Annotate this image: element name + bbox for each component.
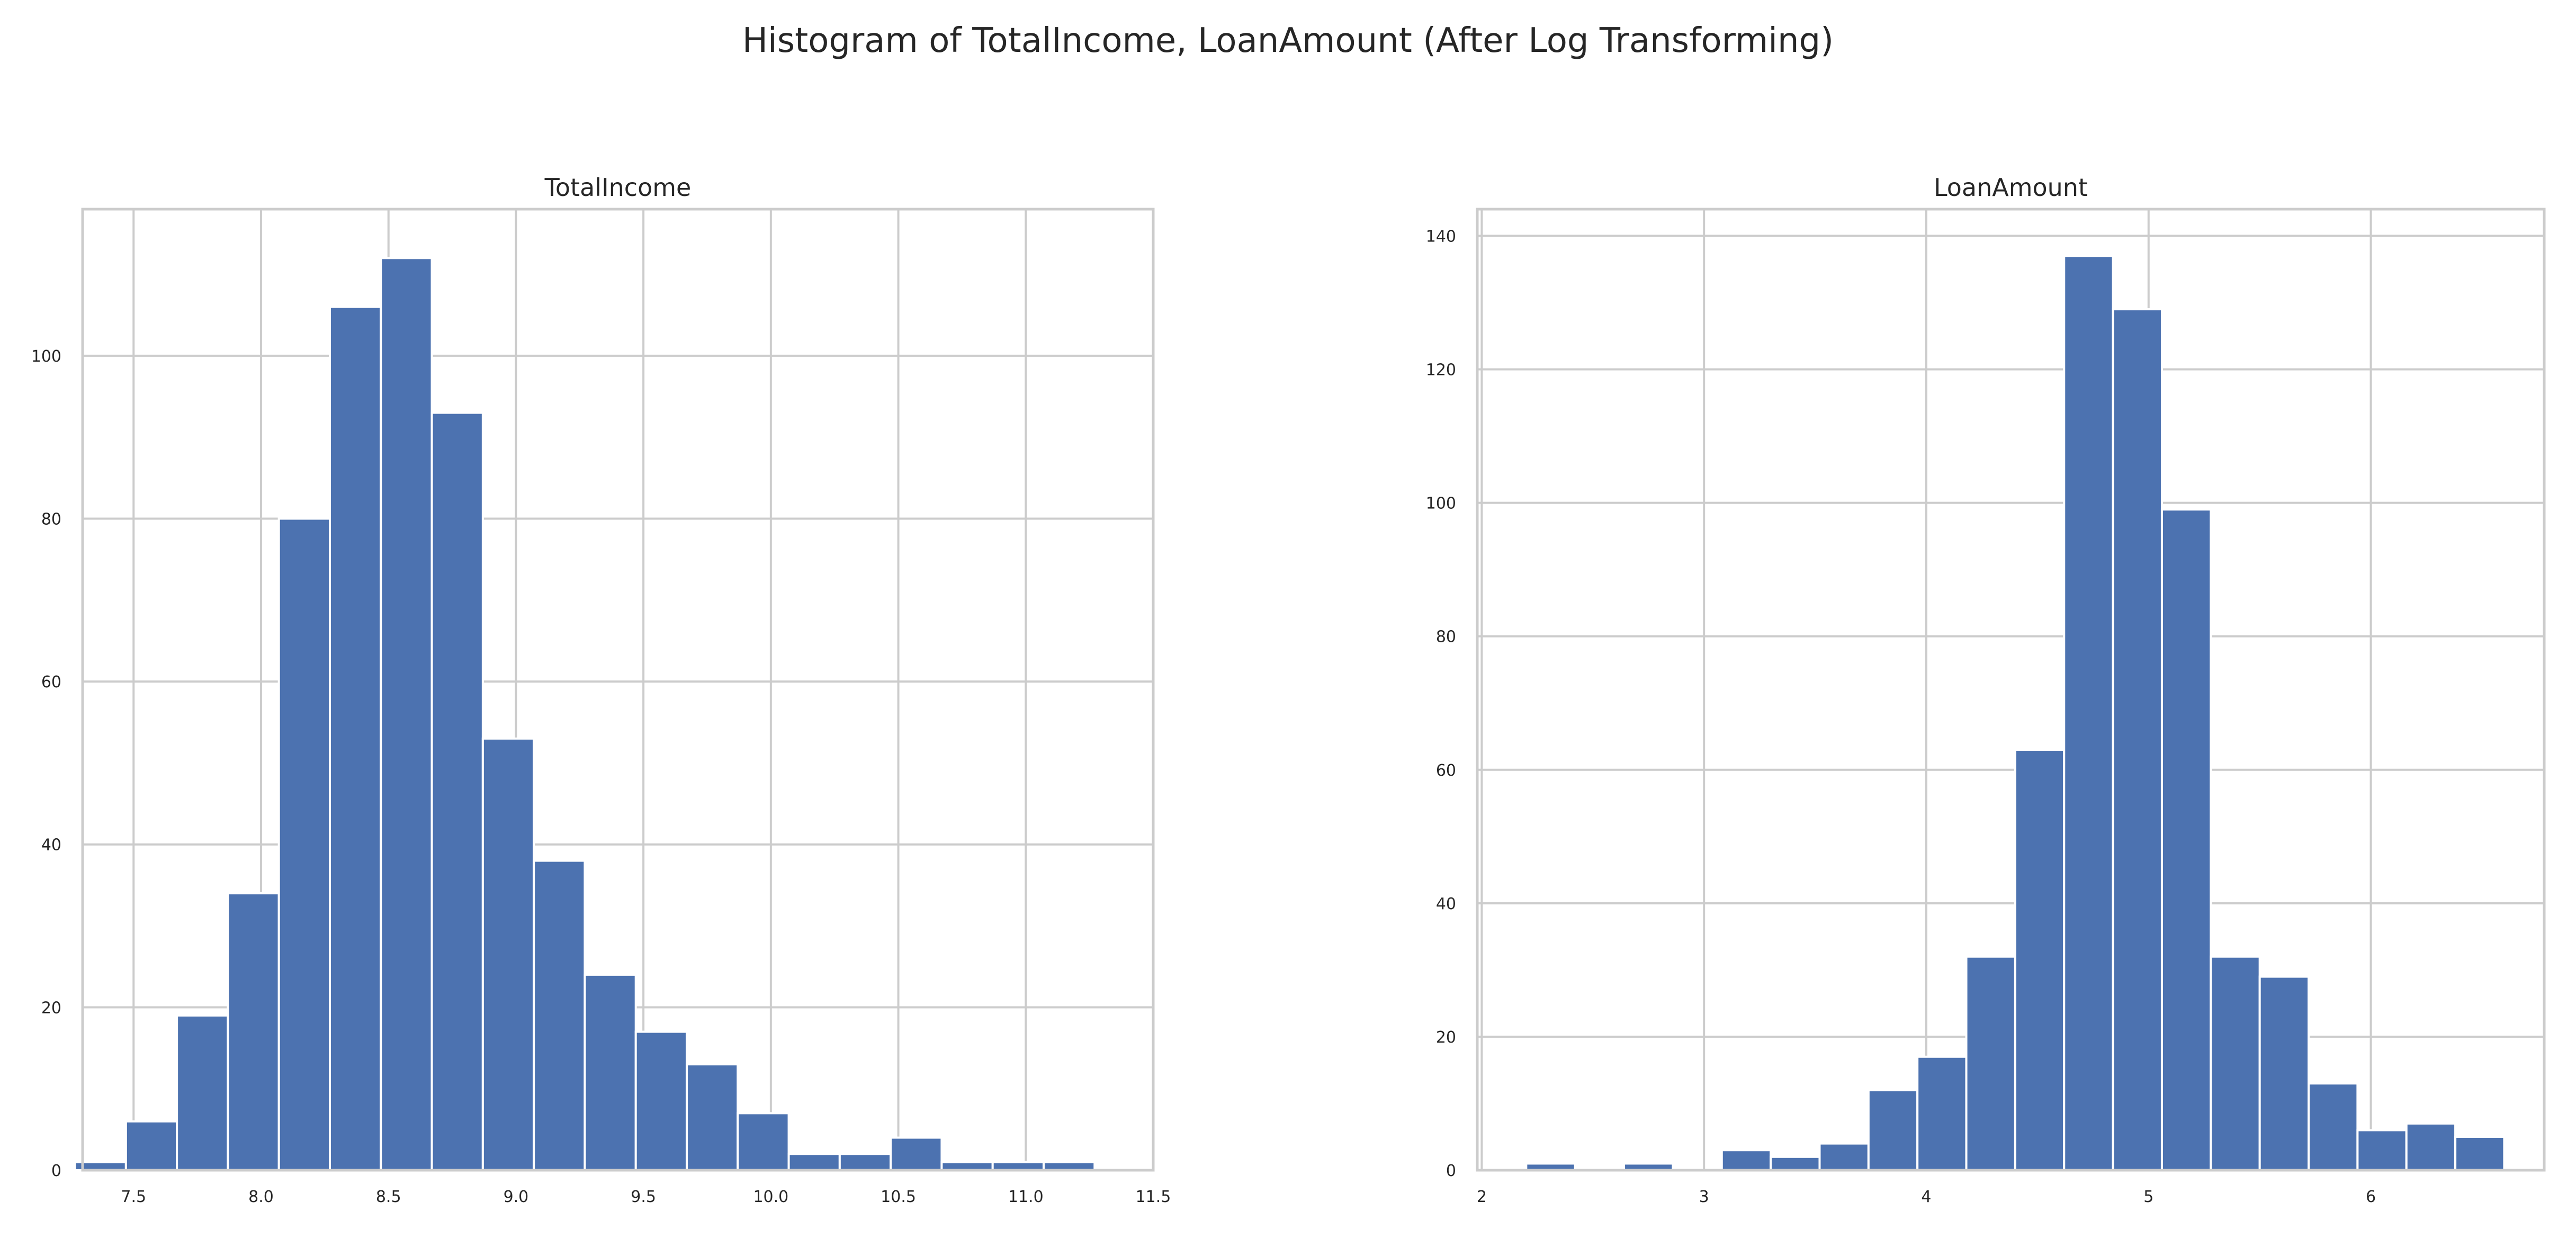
histogram-bar — [124, 1120, 178, 1172]
histogram-bar — [584, 973, 637, 1171]
histogram-bar — [2258, 975, 2310, 1171]
y-tick-label: 140 — [1426, 227, 1456, 246]
x-tick-label: 11.5 — [1136, 1188, 1171, 1206]
histogram-bar — [481, 737, 535, 1171]
histogram-bar — [838, 1153, 892, 1172]
x-tick-label: 3 — [1699, 1188, 1709, 1206]
histogram-bar — [1818, 1142, 1870, 1171]
histogram-bar — [685, 1063, 739, 1171]
histogram-bar — [1965, 955, 2016, 1171]
y-tick-label: 20 — [41, 999, 61, 1017]
x-tick-label: 11.0 — [1008, 1188, 1044, 1206]
histogram-bar — [2210, 955, 2261, 1171]
panel-title: LoanAmount — [1934, 173, 2088, 202]
histogram-bar — [2014, 748, 2066, 1171]
y-tick-label: 0 — [1446, 1162, 1456, 1180]
y-tick-label: 0 — [51, 1162, 61, 1180]
histogram-bar — [176, 1014, 229, 1172]
histogram-bar — [1916, 1055, 1968, 1171]
histogram-bar — [890, 1136, 943, 1172]
x-tick-label: 2 — [1477, 1188, 1487, 1206]
histogram-bar — [2356, 1129, 2408, 1171]
histogram-bar — [328, 306, 382, 1171]
y-tick-label: 100 — [31, 347, 61, 366]
panel-title: TotalIncome — [544, 173, 692, 202]
y-tick-label: 20 — [1436, 1028, 1456, 1047]
histogram-bar — [2454, 1135, 2506, 1172]
histogram-bar — [533, 859, 586, 1171]
histogram-bar — [634, 1030, 688, 1172]
histogram-bar — [2405, 1122, 2457, 1171]
y-tick-label: 60 — [1436, 761, 1456, 780]
histogram-bar — [2063, 255, 2114, 1172]
x-tick-label: 8.5 — [376, 1188, 401, 1206]
histogram-bar — [430, 411, 484, 1171]
histogram-bar — [380, 257, 433, 1172]
histogram-bar — [787, 1153, 841, 1172]
histogram-bar — [1720, 1149, 1772, 1171]
histogram-panel-1: 7.5 8.0 8.5 9.0 9.5 10.0 10.5 11.0 11.5 0 20 40 60 80… — [31, 173, 1171, 1206]
figure-title: Histogram of TotalIncome, LoanAmount (Af… — [742, 21, 1834, 60]
plot-frame — [1476, 208, 2546, 1172]
x-tick-label: 8.0 — [248, 1188, 274, 1206]
histogram-bar — [2112, 308, 2163, 1171]
x-tick-label: 10.5 — [881, 1188, 916, 1206]
y-tick-label: 80 — [41, 510, 61, 528]
y-tick-label: 40 — [1436, 895, 1456, 913]
histogram-bar — [277, 517, 331, 1171]
histogram-bar — [227, 892, 280, 1172]
x-tick-label: 9.0 — [504, 1188, 529, 1206]
y-tick-label: 100 — [1426, 495, 1456, 513]
x-tick-label: 5 — [2143, 1188, 2153, 1206]
histogram-bar — [2160, 508, 2212, 1171]
histogram-bar — [1770, 1155, 1821, 1172]
histogram-bar — [1867, 1089, 1919, 1171]
y-tick-label: 120 — [1426, 361, 1456, 380]
y-tick-label: 80 — [1436, 628, 1456, 647]
plot-frame — [81, 208, 1155, 1172]
histogram-bar — [737, 1112, 790, 1172]
x-tick-label: 6 — [2366, 1188, 2376, 1206]
x-tick-label: 10.0 — [753, 1188, 788, 1206]
histogram-bar — [2308, 1082, 2359, 1172]
x-tick-label: 4 — [1921, 1188, 1931, 1206]
x-tick-label: 9.5 — [631, 1188, 656, 1206]
y-tick-label: 40 — [41, 836, 61, 855]
x-tick-label: 7.5 — [121, 1188, 146, 1206]
y-tick-label: 60 — [41, 673, 61, 692]
